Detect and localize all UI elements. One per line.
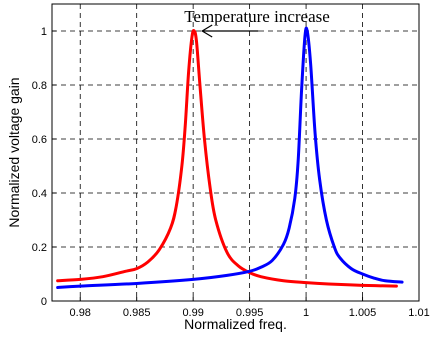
annotation-arrowhead bbox=[201, 24, 213, 38]
annotation: Temperature increase bbox=[184, 7, 330, 38]
x-tick-label: 0.99 bbox=[182, 307, 203, 319]
y-tick-label: 0.8 bbox=[32, 80, 47, 92]
y-tick-label: 1 bbox=[41, 26, 47, 38]
x-tick-label: 0.98 bbox=[70, 307, 91, 319]
x-tick-label: 1 bbox=[303, 307, 309, 319]
ticks: 0.98 0.985 0.99 0.995 1 1.005 1.01 0 0.2 0.4 0.6 0.… bbox=[32, 26, 430, 319]
x-tick-label: 0.995 bbox=[236, 307, 264, 319]
y-tick-label: 0.6 bbox=[32, 134, 47, 146]
plot-frame bbox=[51, 3, 420, 302]
y-axis-label: Normalized voltage gain bbox=[6, 77, 22, 227]
annotation-text: Temperature increase bbox=[184, 7, 330, 26]
series-layer bbox=[56, 26, 404, 289]
x-tick-label: 1.01 bbox=[408, 307, 429, 319]
x-tick-label: 1.005 bbox=[349, 307, 377, 319]
series-line-1 bbox=[56, 29, 398, 288]
x-axis-label: Normalized freq. bbox=[184, 316, 287, 332]
series-line-2 bbox=[56, 26, 404, 289]
y-tick-label: 0 bbox=[41, 296, 47, 308]
y-tick-label: 0.4 bbox=[32, 188, 47, 200]
y-tick-label: 0.2 bbox=[32, 242, 47, 254]
x-tick-label: 0.985 bbox=[123, 307, 151, 319]
plot-background bbox=[52, 4, 419, 301]
